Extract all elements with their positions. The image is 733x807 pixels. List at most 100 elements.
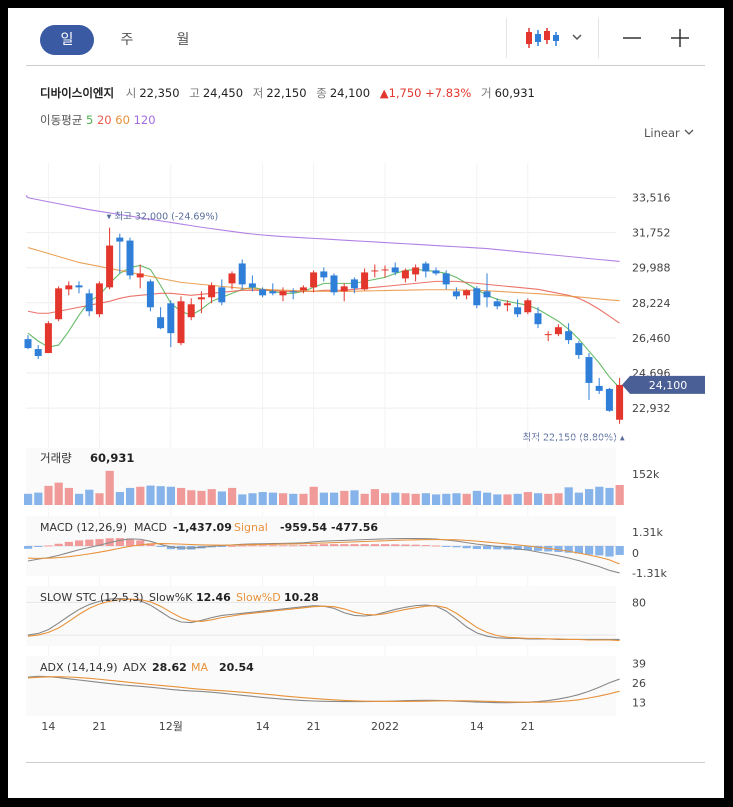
candle: [85, 293, 93, 312]
slow-stc-y-tick: 80: [632, 596, 646, 609]
y-tick-label: 29,988: [632, 262, 671, 275]
volume-bar: [187, 490, 196, 505]
candle: [514, 307, 522, 315]
candle: [208, 285, 216, 298]
candle: [310, 272, 318, 288]
adx-y-tick: 13: [632, 697, 646, 710]
candle: [248, 283, 256, 288]
y-tick-label: 22,932: [632, 402, 671, 415]
candle: [524, 300, 532, 313]
zoom-in-button[interactable]: [668, 28, 692, 48]
volume-bar: [615, 484, 624, 505]
macd-histogram-bar: [605, 546, 614, 557]
last-price-tag: [622, 375, 705, 394]
candle: [177, 301, 185, 344]
slow-k-label: Slow%K: [149, 591, 193, 604]
volume-bar: [126, 487, 135, 505]
macd-histogram-bar: [319, 544, 328, 546]
candle: [320, 271, 328, 278]
candle: [95, 283, 103, 315]
ma-120: 120: [133, 113, 156, 127]
candle: [585, 357, 593, 383]
y-tick-label: 26,460: [632, 332, 671, 345]
zoom-out-button[interactable]: [620, 28, 644, 48]
macd-histogram-bar: [136, 540, 145, 546]
candle: [238, 263, 246, 285]
volume-bar: [401, 493, 410, 505]
macd-histogram-bar: [554, 546, 563, 552]
volume-bar: [166, 486, 175, 505]
volume-bar: [432, 494, 441, 505]
macd-histogram-bar: [166, 546, 175, 550]
volume-bar: [381, 493, 390, 505]
macd-histogram-bar: [574, 546, 583, 554]
volume-bar: [64, 487, 73, 505]
volume-bar: [472, 490, 481, 505]
volume-value: 60,931: [494, 86, 535, 100]
macd-histogram-bar: [411, 544, 420, 546]
candle: [412, 267, 420, 275]
scale-dropdown[interactable]: Linear: [644, 126, 695, 140]
high-value: 24,450: [202, 86, 244, 100]
volume-title: 거래량: [40, 451, 72, 465]
volume-bar: [156, 486, 165, 505]
price-summary: 디바이스이엔지 시 22,350 고 24,450 저 22,150 종 24,100 …: [40, 85, 541, 101]
volume-bar: [319, 492, 328, 505]
ma-label: 이동평균: [40, 113, 83, 127]
volume-bar: [217, 491, 226, 505]
tab-week[interactable]: 주: [120, 32, 134, 48]
x-tick-label: 12월: [159, 720, 183, 733]
macd-title: MACD (12,26,9): [40, 521, 127, 534]
macd-histogram-bar: [238, 545, 247, 547]
signal-series-label: Signal: [234, 521, 268, 534]
ma-20: 20: [96, 113, 112, 127]
volume-bar: [605, 487, 614, 505]
ma-line-120: [25, 195, 29, 199]
candle: [422, 263, 430, 272]
tab-month[interactable]: 월: [176, 32, 190, 48]
volume-bar: [513, 493, 522, 505]
volume-bar: [34, 492, 43, 505]
low-value: 22,150: [266, 86, 307, 100]
x-tick-label: 21: [521, 720, 535, 733]
macd-histogram-bar: [370, 544, 379, 546]
candle: [106, 245, 114, 288]
volume-bar: [85, 489, 94, 505]
candle: [554, 327, 562, 335]
volume-bar: [54, 482, 63, 505]
tab-day[interactable]: 일: [40, 25, 94, 55]
candle: [350, 279, 358, 289]
candle: [299, 287, 307, 291]
macd-histogram-bar: [360, 544, 369, 546]
candle: [75, 285, 83, 288]
volume-bar: [483, 492, 492, 505]
up-arrow-icon: ▲: [379, 86, 389, 100]
macd-y-tick: 1.31k: [632, 526, 663, 539]
macd-last-value: -1,437.09: [173, 521, 232, 534]
macd-histogram-bar: [156, 546, 165, 547]
macd-histogram-bar: [462, 546, 471, 549]
macd-histogram-bar: [34, 546, 43, 547]
candle: [473, 288, 481, 306]
macd-histogram-bar: [299, 545, 308, 547]
macd-histogram-bar: [472, 546, 481, 549]
candle: [55, 288, 63, 320]
last-price-value: 24,100: [649, 379, 688, 392]
candle: [289, 291, 297, 293]
candle: [136, 273, 144, 278]
close-label: 종: [316, 86, 327, 100]
volume-bar: [452, 493, 461, 505]
volume-last-value: 60,931: [90, 451, 134, 465]
volume-bar: [411, 493, 420, 505]
volume-bar: [534, 493, 543, 505]
macd-histogram-bar: [432, 545, 441, 547]
candle: [371, 270, 379, 272]
macd-line: [27, 537, 620, 574]
volume-bar: [228, 487, 237, 505]
volume-label: 거: [481, 86, 492, 100]
volume-bar: [574, 492, 583, 505]
chart-type-dropdown[interactable]: [523, 26, 593, 50]
macd-histogram-bar: [24, 546, 33, 549]
volume-bar: [391, 492, 400, 505]
change-percent: +7.83%: [425, 86, 472, 100]
